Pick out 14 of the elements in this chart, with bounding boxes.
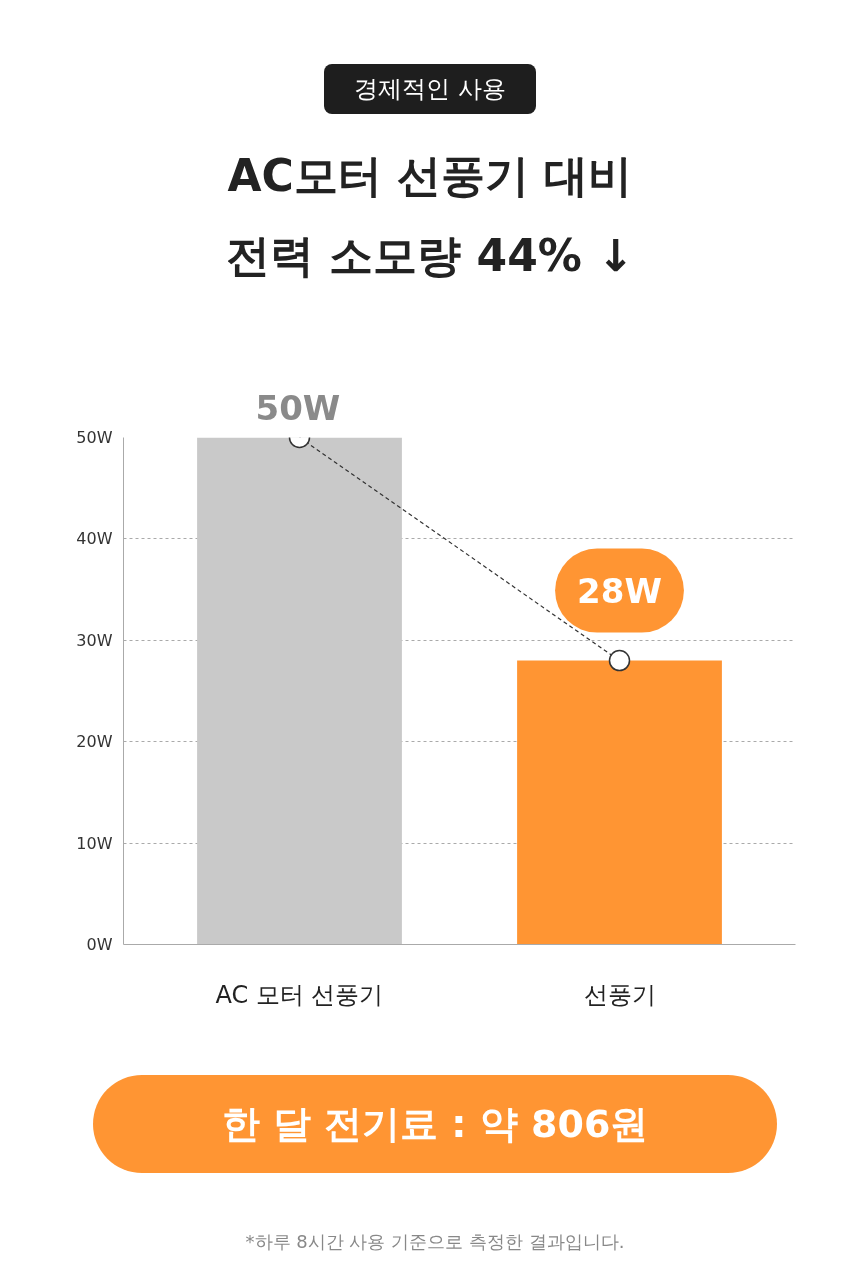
x-tick-label: AC 모터 선풍기 — [215, 980, 384, 1009]
chart-title: AC모터 선풍기 대비 전력 소모량 44% ↓ — [224, 149, 636, 284]
x-tick-label: 선풍기 — [583, 980, 656, 1009]
y-tick-label: 40W — [76, 529, 113, 549]
chart-subtitle: 경제적인 사용 — [324, 64, 536, 115]
text: *하루 8시간 사용 기준으로 측정한 결과입니다. — [244, 1230, 626, 1254]
text: 한 달 전기료 : 약 806원 — [93, 1075, 777, 1173]
data-label: 28W — [577, 570, 662, 611]
y-tick-label: 10W — [76, 833, 113, 853]
y-tick-label: 20W — [76, 732, 113, 752]
data-label: 50W — [255, 387, 341, 428]
y-tick-label: 0W — [86, 935, 113, 954]
y-tick-label: 30W — [76, 630, 113, 650]
y-tick-label: 50W — [76, 428, 113, 447]
